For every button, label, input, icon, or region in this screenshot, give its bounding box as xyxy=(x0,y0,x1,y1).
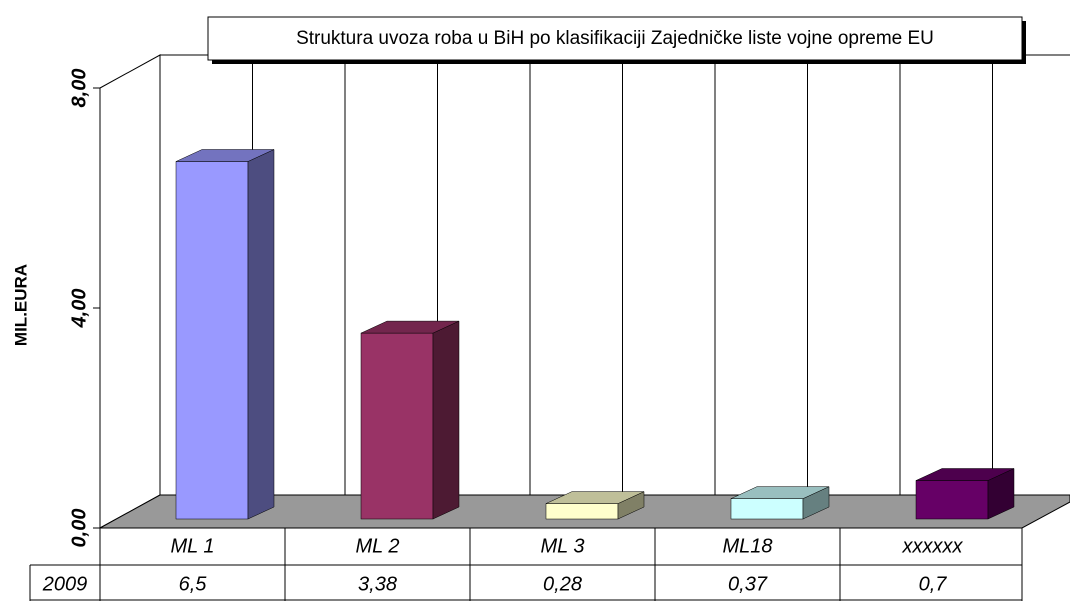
chart-title: Struktura uvoza roba u BiH po klasifikac… xyxy=(296,28,934,49)
bar-side xyxy=(247,149,275,520)
category-label: xxxxxx xyxy=(902,535,964,557)
bar-top xyxy=(730,486,830,499)
bar-top xyxy=(175,149,275,162)
category-label: ML 3 xyxy=(540,535,584,557)
bar-front xyxy=(360,332,434,520)
value-label: 6,5 xyxy=(179,573,208,595)
y-axis-label: MIL.EURA xyxy=(11,264,30,346)
category-label: ML18 xyxy=(722,535,772,557)
bar-front xyxy=(175,161,249,520)
bar-top xyxy=(915,468,1015,481)
category-label: ML 2 xyxy=(355,535,399,557)
bar-front xyxy=(730,498,804,520)
back-wall xyxy=(159,54,1070,496)
bar-top xyxy=(360,320,460,334)
y-tick-label: 8,00 xyxy=(68,69,90,108)
y-tick-label: 4,00 xyxy=(68,289,90,329)
bar-front xyxy=(545,503,619,520)
bar-front xyxy=(915,480,989,520)
series-label: 2009 xyxy=(42,573,88,595)
value-label: 0,7 xyxy=(919,573,948,595)
bar-side xyxy=(432,320,460,520)
value-label: 3,38 xyxy=(358,573,397,595)
title-box xyxy=(207,16,1023,61)
wall-grid xyxy=(252,55,993,495)
side-wall xyxy=(99,54,161,529)
category-label: ML 1 xyxy=(170,535,214,557)
bar-top xyxy=(545,491,645,504)
value-label: 0,37 xyxy=(728,573,768,595)
value-label: 0,28 xyxy=(543,573,582,595)
y-tick-label: 0,00 xyxy=(68,509,90,548)
